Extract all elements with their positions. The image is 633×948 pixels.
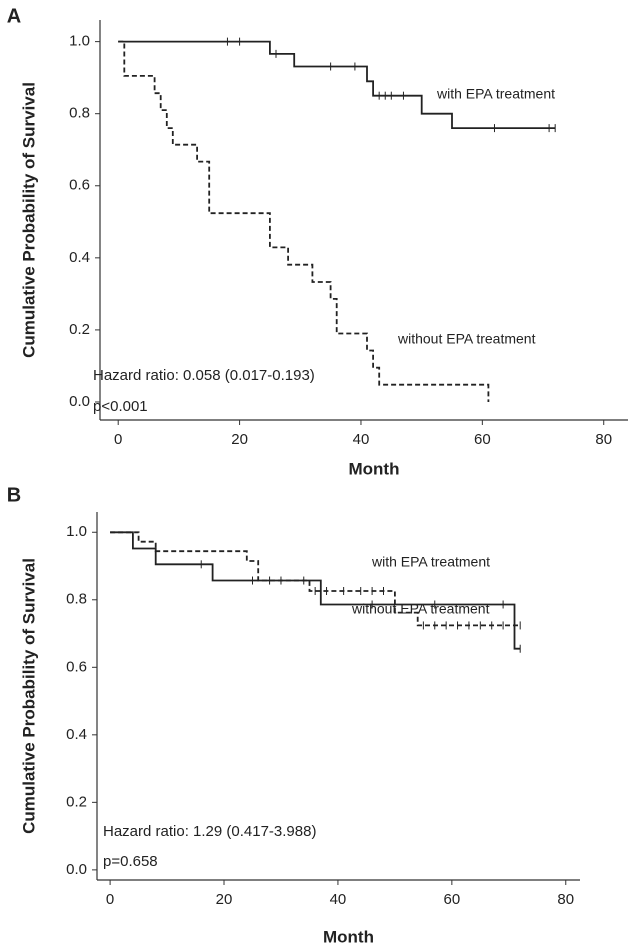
- survival-curve: [110, 531, 521, 650]
- y-tick-label: 0.4: [66, 726, 87, 743]
- x-tick-label: 0: [106, 891, 114, 908]
- y-tick-label: 0.8: [69, 105, 90, 122]
- x-tick-label: 60: [474, 431, 491, 448]
- y-tick-label: 0.6: [66, 658, 87, 675]
- y-tick-label: 0.6: [69, 177, 90, 194]
- series-label: without EPA treatment: [351, 601, 490, 617]
- y-axis-label: Cumulative Probability of Survival: [19, 558, 38, 834]
- x-tick-label: 40: [353, 431, 370, 448]
- x-axis-label: Month: [349, 459, 400, 478]
- x-axis-label: Month: [323, 927, 374, 946]
- series-label: with EPA treatment: [436, 86, 555, 102]
- x-tick-label: 20: [231, 431, 248, 448]
- x-tick-label: 40: [330, 891, 347, 908]
- x-tick-label: 60: [444, 891, 461, 908]
- annotation: p<0.001: [93, 398, 148, 415]
- y-tick-label: 0.0: [66, 861, 87, 878]
- y-tick-label: 0.2: [66, 793, 87, 810]
- y-tick-label: 1.0: [69, 33, 90, 50]
- annotation: Hazard ratio: 1.29 (0.417-3.988): [103, 823, 316, 840]
- survival-curve: [110, 531, 521, 627]
- y-tick-label: 0.2: [69, 321, 90, 338]
- survival-curve: [118, 40, 490, 402]
- series-label: with EPA treatment: [371, 554, 490, 570]
- panel-label: B: [7, 484, 21, 506]
- y-tick-label: 0.8: [66, 591, 87, 608]
- y-tick-label: 0.0: [69, 393, 90, 410]
- y-axis-label: Cumulative Probability of Survival: [19, 82, 38, 358]
- y-tick-label: 1.0: [66, 523, 87, 540]
- x-tick-label: 20: [216, 891, 233, 908]
- x-tick-label: 80: [557, 891, 574, 908]
- x-tick-label: 0: [114, 431, 122, 448]
- panel-label: A: [7, 5, 21, 27]
- x-tick-label: 80: [595, 431, 612, 448]
- series-label: without EPA treatment: [397, 331, 536, 347]
- annotation: p=0.658: [103, 853, 158, 870]
- survival-curve: [118, 40, 556, 129]
- annotation: Hazard ratio: 0.058 (0.017-0.193): [93, 367, 315, 384]
- y-tick-label: 0.4: [69, 249, 90, 266]
